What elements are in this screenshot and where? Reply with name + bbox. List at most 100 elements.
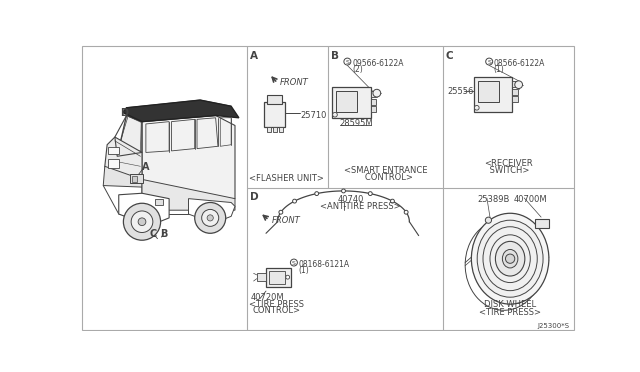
- Bar: [371, 106, 376, 112]
- Circle shape: [486, 58, 493, 65]
- Bar: [267, 95, 282, 104]
- Text: D: D: [120, 108, 128, 118]
- Text: CONTROL>: CONTROL>: [357, 173, 413, 182]
- Circle shape: [292, 199, 296, 203]
- Circle shape: [369, 192, 372, 196]
- Bar: [477, 81, 499, 102]
- Polygon shape: [116, 116, 141, 155]
- Circle shape: [138, 218, 146, 225]
- Circle shape: [474, 106, 479, 110]
- Circle shape: [131, 211, 153, 232]
- Bar: [132, 176, 136, 182]
- Circle shape: [279, 210, 283, 214]
- Circle shape: [342, 189, 346, 193]
- Text: 28595M: 28595M: [340, 119, 373, 128]
- Polygon shape: [189, 199, 235, 223]
- Circle shape: [195, 202, 226, 233]
- Bar: [513, 81, 518, 87]
- Bar: [332, 87, 371, 118]
- Circle shape: [333, 112, 337, 117]
- Circle shape: [124, 203, 161, 240]
- Text: A: A: [250, 51, 258, 61]
- Text: A: A: [142, 163, 150, 173]
- Polygon shape: [105, 137, 142, 182]
- Polygon shape: [142, 115, 235, 210]
- Bar: [108, 147, 119, 154]
- Bar: [155, 199, 163, 205]
- Text: S: S: [292, 261, 296, 266]
- Text: (1): (1): [494, 65, 504, 74]
- Text: C: C: [150, 230, 157, 240]
- Text: 40700M: 40700M: [514, 195, 548, 204]
- Circle shape: [485, 217, 492, 223]
- Polygon shape: [127, 100, 231, 122]
- Circle shape: [404, 210, 408, 214]
- Bar: [273, 127, 277, 132]
- Bar: [267, 127, 271, 132]
- Bar: [266, 268, 291, 287]
- Bar: [371, 99, 376, 105]
- Text: <FLASHER UNIT>: <FLASHER UNIT>: [250, 174, 324, 183]
- Bar: [474, 77, 513, 112]
- Ellipse shape: [483, 227, 537, 291]
- Circle shape: [506, 254, 515, 263]
- Text: <SMART ENTRANCE: <SMART ENTRANCE: [344, 166, 427, 175]
- Text: SWITCH>: SWITCH>: [488, 166, 530, 174]
- Text: 08168-6121A: 08168-6121A: [298, 260, 349, 269]
- Ellipse shape: [490, 235, 531, 283]
- Text: C: C: [446, 51, 453, 61]
- Ellipse shape: [465, 219, 543, 310]
- Bar: [336, 91, 358, 112]
- Circle shape: [291, 259, 298, 266]
- Text: B: B: [161, 230, 168, 240]
- Text: (1): (1): [298, 266, 309, 275]
- Circle shape: [373, 89, 381, 97]
- Text: B: B: [331, 51, 339, 61]
- Text: (2): (2): [352, 65, 363, 74]
- Circle shape: [286, 275, 290, 279]
- Text: <TIRE PRESS>: <TIRE PRESS>: [479, 308, 541, 317]
- Bar: [279, 127, 283, 132]
- Text: <TIRE PRESS: <TIRE PRESS: [249, 299, 304, 308]
- Text: 08566-6122A: 08566-6122A: [494, 59, 545, 68]
- Text: <ANT-TIRE PRESS>: <ANT-TIRE PRESS>: [320, 202, 401, 211]
- Bar: [535, 219, 549, 228]
- Ellipse shape: [495, 241, 525, 276]
- Text: FRONT: FRONT: [271, 217, 300, 225]
- Circle shape: [390, 199, 394, 203]
- Bar: [257, 273, 266, 281]
- Circle shape: [515, 81, 522, 89]
- Text: 40720M: 40720M: [250, 293, 284, 302]
- Bar: [108, 158, 119, 168]
- Circle shape: [315, 192, 319, 196]
- Ellipse shape: [502, 250, 518, 268]
- Text: J25300*S: J25300*S: [538, 323, 570, 329]
- Text: FRONT: FRONT: [280, 78, 308, 87]
- Bar: [513, 89, 518, 95]
- Bar: [269, 271, 285, 284]
- Text: S: S: [346, 60, 349, 65]
- Ellipse shape: [472, 213, 549, 304]
- Text: 09566-6122A: 09566-6122A: [352, 59, 404, 68]
- Bar: [131, 174, 143, 183]
- Ellipse shape: [477, 220, 543, 297]
- Bar: [513, 96, 518, 102]
- Bar: [264, 102, 285, 127]
- Polygon shape: [103, 166, 142, 187]
- Text: CONTROL>: CONTROL>: [252, 307, 300, 315]
- Circle shape: [344, 58, 351, 65]
- Text: DISK WHEEL: DISK WHEEL: [484, 300, 536, 309]
- Circle shape: [207, 215, 213, 221]
- Circle shape: [202, 209, 219, 226]
- Polygon shape: [142, 179, 235, 210]
- Text: 25556: 25556: [447, 87, 474, 96]
- Text: 40740: 40740: [337, 195, 364, 204]
- Text: 25710: 25710: [301, 111, 327, 120]
- Polygon shape: [123, 100, 239, 122]
- Text: D: D: [250, 192, 259, 202]
- Text: <RECEIVER: <RECEIVER: [484, 158, 533, 168]
- Text: 25389B: 25389B: [477, 195, 510, 204]
- Bar: [371, 91, 376, 97]
- Text: S: S: [487, 60, 491, 65]
- Polygon shape: [119, 193, 169, 225]
